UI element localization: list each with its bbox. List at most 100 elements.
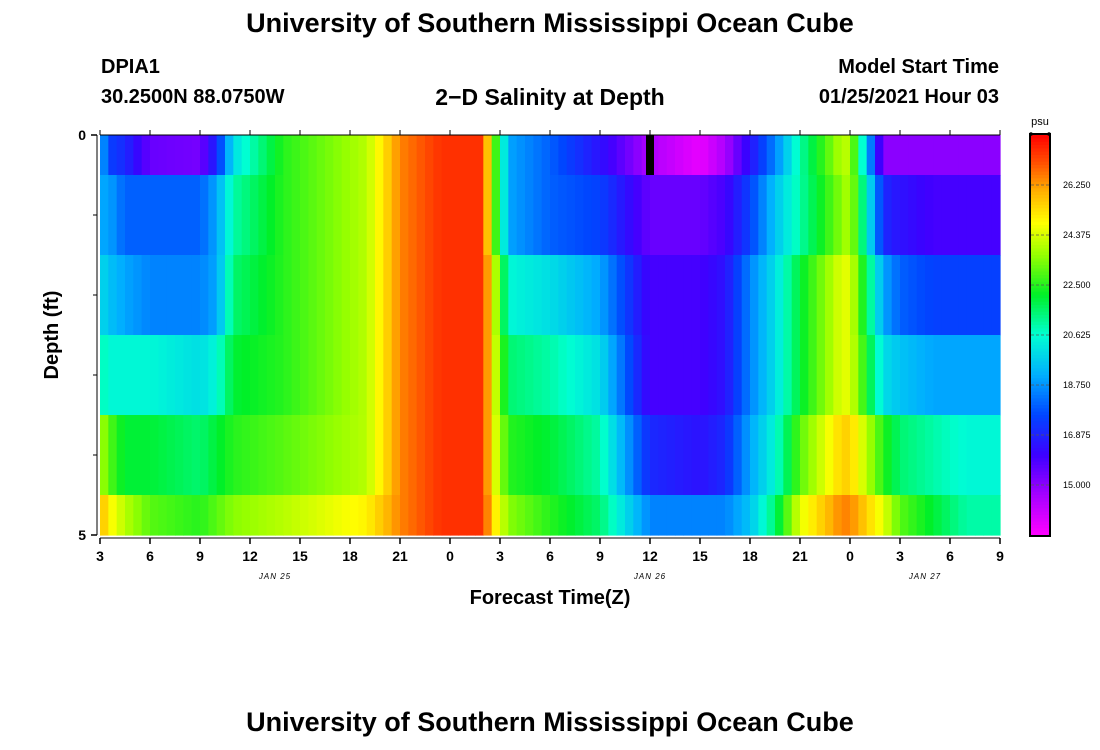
heatmap-cell bbox=[508, 255, 518, 336]
heatmap-cell bbox=[500, 175, 509, 256]
heatmap-cell bbox=[691, 335, 701, 416]
heatmap-cell bbox=[883, 255, 893, 336]
heatmap-cell bbox=[933, 415, 943, 496]
heatmap-cell bbox=[200, 175, 209, 256]
heatmap-cell bbox=[866, 135, 876, 176]
heatmap-cell bbox=[108, 415, 118, 496]
heatmap-cell bbox=[391, 135, 401, 176]
heatmap-cell bbox=[841, 495, 851, 536]
page-title: University of Southern Mississippi Ocean… bbox=[246, 8, 854, 38]
heatmap-cell bbox=[566, 495, 576, 536]
heatmap-cell bbox=[533, 255, 543, 336]
heatmap-cell bbox=[125, 175, 134, 256]
colorbar-segment bbox=[1031, 321, 1049, 326]
colorbar-tick-label: 26.250 bbox=[1063, 180, 1091, 190]
heatmap-cell bbox=[608, 415, 618, 496]
heatmap-cell bbox=[783, 495, 793, 536]
heatmap-cell bbox=[533, 335, 543, 416]
heatmap-cell bbox=[641, 495, 651, 536]
heatmap-cell bbox=[825, 175, 834, 256]
colorbar-segment bbox=[1031, 371, 1049, 376]
heatmap-cell bbox=[750, 175, 759, 256]
heatmap-cell bbox=[691, 415, 701, 496]
heatmap-cell bbox=[208, 255, 218, 336]
colorbar-segment bbox=[1031, 158, 1049, 163]
heatmap-cell bbox=[458, 135, 468, 176]
x-tick-label: 21 bbox=[392, 548, 408, 564]
heatmap-cell bbox=[541, 255, 551, 336]
colorbar-segment bbox=[1031, 405, 1049, 409]
heatmap-cell bbox=[541, 495, 551, 536]
heatmap-cell bbox=[183, 255, 193, 336]
heatmap-cell bbox=[900, 335, 909, 416]
heatmap-cell bbox=[941, 495, 951, 536]
colorbar-segment bbox=[1031, 391, 1049, 396]
heatmap-cell bbox=[625, 255, 634, 336]
heatmap-cell bbox=[791, 255, 801, 336]
heatmap-cell bbox=[616, 135, 626, 176]
heatmap-cell bbox=[900, 495, 909, 536]
heatmap-cell bbox=[183, 135, 193, 176]
heatmap-cell bbox=[141, 135, 151, 176]
colorbar-segment bbox=[1031, 401, 1049, 406]
colorbar-segment bbox=[1031, 495, 1049, 499]
heatmap-cell bbox=[575, 175, 584, 256]
heatmap-cell bbox=[825, 495, 834, 536]
colorbar-segment bbox=[1031, 445, 1049, 449]
heatmap-cell bbox=[466, 255, 476, 336]
heatmap-cell bbox=[108, 495, 118, 536]
heatmap-cell bbox=[725, 255, 734, 336]
heatmap-cell bbox=[858, 255, 868, 336]
heatmap-cell bbox=[508, 175, 518, 256]
colorbar-segment bbox=[1031, 268, 1049, 273]
heatmap-cell bbox=[291, 135, 301, 176]
heatmap-cell bbox=[425, 415, 434, 496]
heatmap-cell bbox=[708, 335, 718, 416]
heatmap-cell bbox=[966, 255, 976, 336]
heatmap-cell bbox=[550, 335, 559, 416]
heatmap-cell bbox=[816, 135, 826, 176]
heatmap-cell bbox=[750, 415, 759, 496]
heatmap-cell bbox=[200, 135, 209, 176]
heatmap-cell bbox=[408, 175, 418, 256]
heatmap-cell bbox=[425, 175, 434, 256]
heatmap-cell bbox=[341, 415, 351, 496]
heatmap-cell bbox=[816, 415, 826, 496]
heatmap-cell bbox=[666, 135, 676, 176]
heatmap-cell bbox=[683, 335, 693, 416]
heatmap-cell bbox=[833, 175, 843, 256]
colorbar-segment bbox=[1031, 168, 1049, 173]
heatmap-cell bbox=[908, 415, 918, 496]
colorbar-segment bbox=[1031, 521, 1049, 526]
heatmap-cell bbox=[400, 415, 409, 496]
heatmap-cell bbox=[691, 175, 701, 256]
heatmap-cell bbox=[700, 135, 709, 176]
colorbar-segment bbox=[1031, 248, 1049, 253]
colorbar-segment bbox=[1031, 221, 1049, 226]
heatmap-cell bbox=[558, 495, 568, 536]
heatmap-cell bbox=[666, 335, 676, 416]
heatmap-cell bbox=[225, 255, 234, 336]
heatmap-cell bbox=[425, 335, 434, 416]
heatmap-cell bbox=[716, 135, 726, 176]
heatmap-cell bbox=[641, 335, 651, 416]
heatmap-cell bbox=[516, 255, 526, 336]
heatmap-cell bbox=[275, 495, 284, 536]
heatmap-cell bbox=[408, 415, 418, 496]
heatmap-cell bbox=[708, 175, 718, 256]
heatmap-cell bbox=[591, 255, 601, 336]
x-tick-label: 9 bbox=[196, 548, 204, 564]
heatmap-cell bbox=[400, 175, 409, 256]
heatmap-cell bbox=[241, 175, 251, 256]
heatmap-cell bbox=[433, 415, 443, 496]
missing-data-marker bbox=[646, 135, 654, 175]
heatmap-cell bbox=[441, 415, 451, 496]
heatmap-cell bbox=[325, 415, 334, 496]
heatmap-cell bbox=[175, 175, 184, 256]
heatmap-cell bbox=[375, 335, 384, 416]
colorbar-segment bbox=[1031, 381, 1049, 386]
heatmap-cell bbox=[766, 135, 776, 176]
heatmap-cell bbox=[191, 415, 201, 496]
heatmap-cell bbox=[941, 255, 951, 336]
heatmap-cell bbox=[325, 135, 334, 176]
